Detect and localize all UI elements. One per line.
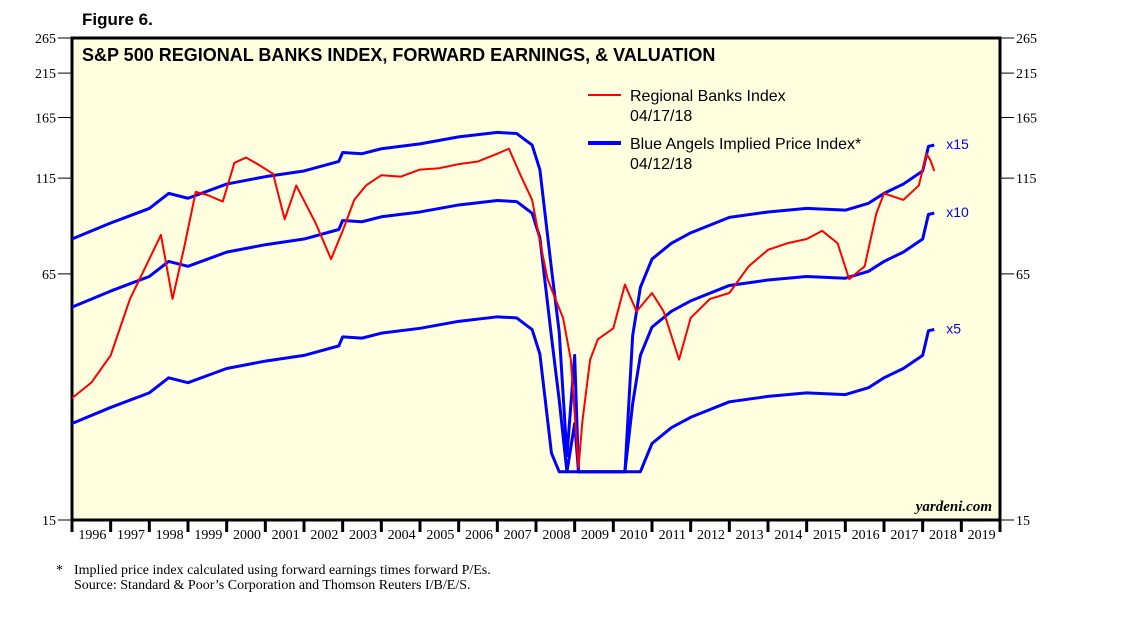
footnote-line-2: Source: Standard & Poor’s Corporation an…	[74, 578, 471, 593]
footnote: * Implied price index calculated using fo…	[56, 563, 491, 593]
multiple-label-x15: x15	[946, 136, 969, 152]
x-tick-label: 2007	[504, 528, 532, 543]
y-tick-label-left: 215	[35, 67, 56, 82]
y-tick-label-right: 115	[1016, 172, 1036, 187]
plot-area	[70, 36, 1002, 522]
implied-price-line-x10	[72, 198, 935, 474]
y-tick-label-left: 65	[42, 268, 56, 283]
x-tick-label: 2002	[310, 528, 338, 543]
x-tick-label: 2018	[929, 528, 957, 543]
y-tick-label-right: 165	[1016, 112, 1037, 127]
y-tick-label-left: 115	[36, 172, 56, 187]
x-tick-label: 1998	[156, 528, 184, 543]
watermark: yardeni.com	[914, 499, 992, 515]
x-tick-label: 2000	[233, 528, 261, 543]
x-tick-label: 2001	[272, 528, 300, 543]
footnote-star: *	[56, 563, 63, 578]
x-tick-label: 2015	[813, 528, 841, 543]
footnote-line-1: Implied price index calculated using for…	[74, 563, 491, 578]
y-tick-label-left: 15	[42, 514, 56, 529]
x-tick-label: 1996	[78, 528, 106, 543]
y-tick-label-left: 265	[35, 32, 56, 47]
y-tick-label-right: 265	[1016, 32, 1037, 47]
x-tick-label: 2016	[852, 528, 880, 543]
x-tick-label: 2013	[736, 528, 764, 543]
implied-price-line-x15	[72, 130, 935, 474]
chart-title: S&P 500 REGIONAL BANKS INDEX, FORWARD EA…	[82, 45, 715, 65]
regional-banks-index-line	[71, 147, 936, 469]
x-tick-label: 2008	[542, 528, 570, 543]
x-tick-label: 2003	[349, 528, 377, 543]
x-tick-label: 2006	[465, 528, 493, 543]
multiple-label-x10: x10	[946, 204, 969, 220]
y-tick-label-right: 65	[1016, 268, 1030, 283]
x-tick-label: 1997	[117, 528, 145, 543]
x-tick-label: 1999	[194, 528, 222, 543]
legend-date-implied-price: 04/12/18	[630, 156, 692, 173]
x-tick-label: 2014	[774, 528, 802, 543]
x-tick-label: 2010	[620, 528, 648, 543]
figure-label: Figure 6.	[82, 10, 153, 29]
y-tick-label-right: 215	[1016, 67, 1037, 82]
legend-label-implied-price: Blue Angels Implied Price Index*	[630, 136, 861, 153]
x-tick-label: 2019	[968, 528, 996, 543]
multiple-label-x5: x5	[946, 321, 961, 337]
x-tick-label: 2012	[697, 528, 725, 543]
y-tick-label-left: 165	[35, 112, 56, 127]
x-tick-label: 2017	[890, 528, 918, 543]
legend-label-regional-banks: Regional Banks Index	[630, 88, 786, 105]
legend-date-regional-banks: 04/17/18	[630, 108, 692, 125]
x-tick-label: 2011	[659, 528, 686, 543]
x-tick-label: 2009	[581, 528, 609, 543]
y-tick-label-right: 15	[1016, 514, 1030, 529]
x-tick-label: 2005	[426, 528, 454, 543]
x-tick-label: 2004	[388, 528, 416, 543]
implied-price-line-x5	[72, 315, 935, 474]
